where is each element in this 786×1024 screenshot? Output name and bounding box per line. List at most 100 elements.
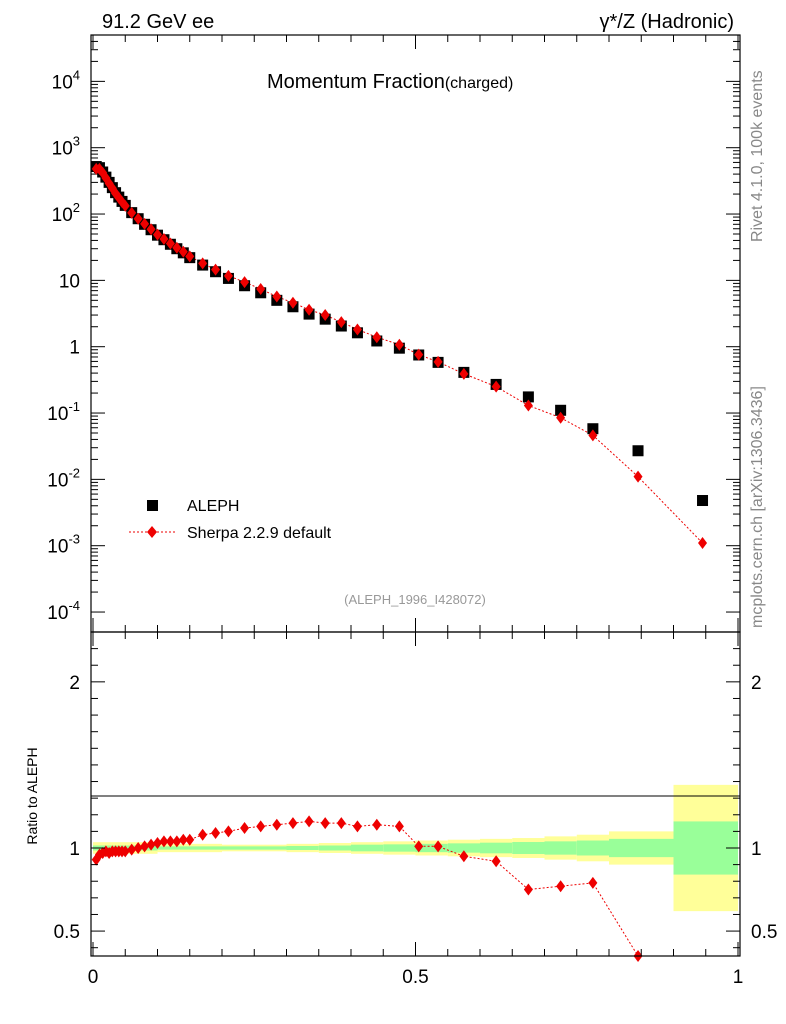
ratio-stat-uncertainty-band bbox=[544, 841, 577, 855]
sherpa-data-point bbox=[223, 269, 233, 282]
legend-aleph-marker bbox=[147, 500, 158, 511]
ratio-point bbox=[153, 837, 162, 850]
chart-title-main: Momentum Fraction bbox=[267, 71, 445, 93]
ratio-point bbox=[336, 817, 346, 830]
ratio-stat-uncertainty-band bbox=[480, 842, 513, 854]
ratio-point bbox=[159, 835, 169, 848]
ratio-stat-uncertainty-band bbox=[415, 843, 448, 853]
sherpa-data-point bbox=[159, 233, 169, 246]
ratio-point bbox=[256, 820, 266, 833]
ratio-y-tick-label-right: 2 bbox=[751, 673, 762, 694]
ratio-y-axis-label: Ratio to ALEPH bbox=[24, 747, 40, 844]
header-process-label: γ*/Z (Hadronic) bbox=[600, 11, 734, 33]
aleph-data-point bbox=[632, 445, 644, 457]
ratio-stat-uncertainty-band bbox=[286, 846, 319, 850]
ratio-x-ticks: 0 0.5 1 bbox=[88, 632, 744, 988]
ratio-stat-uncertainty-band bbox=[447, 843, 480, 853]
sherpa-data-point bbox=[394, 338, 404, 351]
main-y-tick-label: 103 bbox=[52, 134, 80, 160]
ratio-point bbox=[288, 817, 298, 830]
sherpa-series-line bbox=[96, 168, 703, 544]
legend-sherpa-marker bbox=[147, 526, 157, 538]
mcplots-reference-label: mcplots.cern.ch [arXiv:1306.3436] bbox=[749, 386, 766, 628]
sherpa-data-point bbox=[198, 257, 208, 270]
sherpa-data-point bbox=[120, 199, 130, 212]
sherpa-line-path bbox=[96, 168, 703, 544]
x-tick-label: 1 bbox=[733, 967, 744, 988]
sherpa-data-point bbox=[172, 241, 182, 254]
ratio-uncertainty-bands bbox=[93, 784, 738, 912]
ratio-y-tick-label-right: 1 bbox=[751, 839, 762, 860]
ratio-point bbox=[523, 883, 533, 896]
x-tick-label: 0.5 bbox=[402, 967, 428, 988]
main-y-tick-label: 1 bbox=[69, 338, 80, 359]
aleph-data-point bbox=[555, 404, 567, 416]
main-y-tick-label: 10-4 bbox=[47, 598, 80, 624]
main-plot-frame bbox=[90, 34, 741, 633]
main-y-tick-label: 10-3 bbox=[47, 532, 80, 558]
ratio-point bbox=[352, 820, 362, 833]
sherpa-data-point bbox=[304, 303, 314, 316]
ratio-point bbox=[372, 818, 382, 831]
ratio-point bbox=[588, 876, 598, 889]
ratio-point bbox=[394, 820, 404, 833]
ratio-plot-panel: 0.5 0.5 1 1 2 2 0 0.5 1 Ratio to ALEPH bbox=[24, 631, 777, 988]
ratio-point bbox=[198, 828, 208, 841]
aleph-series-points bbox=[90, 161, 709, 507]
sherpa-data-point bbox=[352, 323, 362, 336]
ratio-point bbox=[211, 827, 221, 840]
main-y-ticks bbox=[91, 34, 740, 613]
sherpa-data-point bbox=[698, 536, 708, 549]
sherpa-data-point bbox=[140, 217, 150, 230]
aleph-data-point bbox=[522, 391, 534, 403]
sherpa-data-point bbox=[153, 228, 162, 241]
aleph-data-point bbox=[587, 423, 599, 435]
legend-sherpa-label: Sherpa 2.2.9 default bbox=[187, 525, 332, 542]
legend-aleph-label: ALEPH bbox=[187, 498, 239, 515]
ratio-y-ticks: 0.5 0.5 1 1 2 2 bbox=[54, 631, 777, 949]
sherpa-series-points bbox=[91, 162, 708, 549]
header-energy-label: 91.2 GeV ee bbox=[102, 11, 214, 33]
sherpa-data-point bbox=[433, 355, 443, 368]
x-tick-label: 0 bbox=[88, 967, 99, 988]
ratio-point bbox=[127, 843, 137, 856]
sherpa-data-point bbox=[556, 411, 566, 424]
main-y-tick-label: 102 bbox=[52, 200, 80, 226]
ratio-y-tick-label-left: 1 bbox=[69, 839, 80, 860]
main-y-tick-label: 10 bbox=[59, 271, 80, 292]
rivet-version-label: Rivet 4.1.0, 100k events bbox=[749, 70, 766, 242]
ratio-point bbox=[304, 815, 314, 828]
ratio-y-tick-label-right: 0.5 bbox=[751, 922, 777, 943]
chart-title: Momentum Fraction(charged) bbox=[267, 71, 513, 93]
main-x-ticks bbox=[92, 35, 739, 632]
aleph-data-point bbox=[697, 495, 709, 507]
ratio-point bbox=[178, 833, 188, 846]
ratio-point bbox=[120, 845, 130, 858]
ratio-stat-uncertainty-band bbox=[383, 844, 416, 852]
ratio-stat-uncertainty-band bbox=[512, 842, 545, 854]
ratio-point bbox=[414, 840, 424, 853]
ratio-stat-uncertainty-band bbox=[576, 840, 609, 856]
ratio-point bbox=[320, 817, 330, 830]
ratio-point bbox=[223, 825, 233, 838]
sherpa-data-point bbox=[320, 309, 330, 322]
sherpa-data-point bbox=[523, 399, 533, 412]
sherpa-data-point bbox=[127, 206, 137, 219]
ratio-stat-uncertainty-band bbox=[351, 844, 384, 852]
ratio-point bbox=[433, 840, 443, 853]
sherpa-data-point bbox=[372, 331, 382, 344]
sherpa-data-point bbox=[133, 212, 143, 225]
sherpa-data-point bbox=[414, 348, 424, 361]
sherpa-data-point bbox=[588, 429, 598, 442]
ratio-sherpa-points bbox=[91, 815, 643, 962]
ratio-point bbox=[185, 833, 195, 846]
main-y-tick-label: 10-1 bbox=[47, 399, 80, 425]
ratio-point bbox=[491, 855, 501, 868]
ratio-point bbox=[146, 838, 156, 851]
sherpa-data-point bbox=[256, 283, 266, 296]
main-y-tick-label: 10-2 bbox=[47, 465, 80, 491]
ratio-stat-uncertainty-band bbox=[609, 838, 674, 858]
ratio-y-tick-label-left: 2 bbox=[69, 673, 80, 694]
